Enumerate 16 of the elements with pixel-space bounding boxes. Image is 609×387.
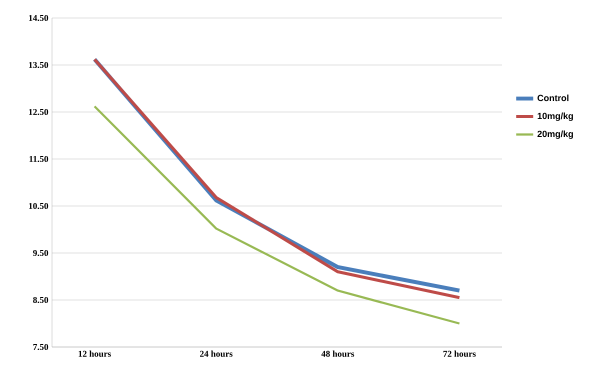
x-tick-label: 12 hours [78, 350, 111, 357]
y-tick-label: 12.50 [29, 108, 48, 116]
line-series [93, 105, 461, 325]
x-tick-label: 48 hours [321, 350, 354, 357]
y-tick-label: 14.50 [29, 14, 48, 22]
x-tick-label: 72 hours [443, 350, 476, 357]
legend-label: 20mg/kg [537, 130, 573, 139]
y-tick-label: 8.50 [33, 296, 48, 304]
y-tick-label: 13.50 [29, 62, 48, 68]
x-tick-label: 24 hours [200, 350, 233, 357]
y-tick-label: 9.50 [33, 250, 48, 256]
y-tick-label: 10.50 [29, 202, 48, 210]
y-tick-label: 7.50 [33, 344, 48, 350]
y-tick-label: 11.50 [30, 156, 48, 162]
legend-label: Control [538, 94, 568, 102]
legend-label: 10mg/kg [538, 112, 573, 121]
